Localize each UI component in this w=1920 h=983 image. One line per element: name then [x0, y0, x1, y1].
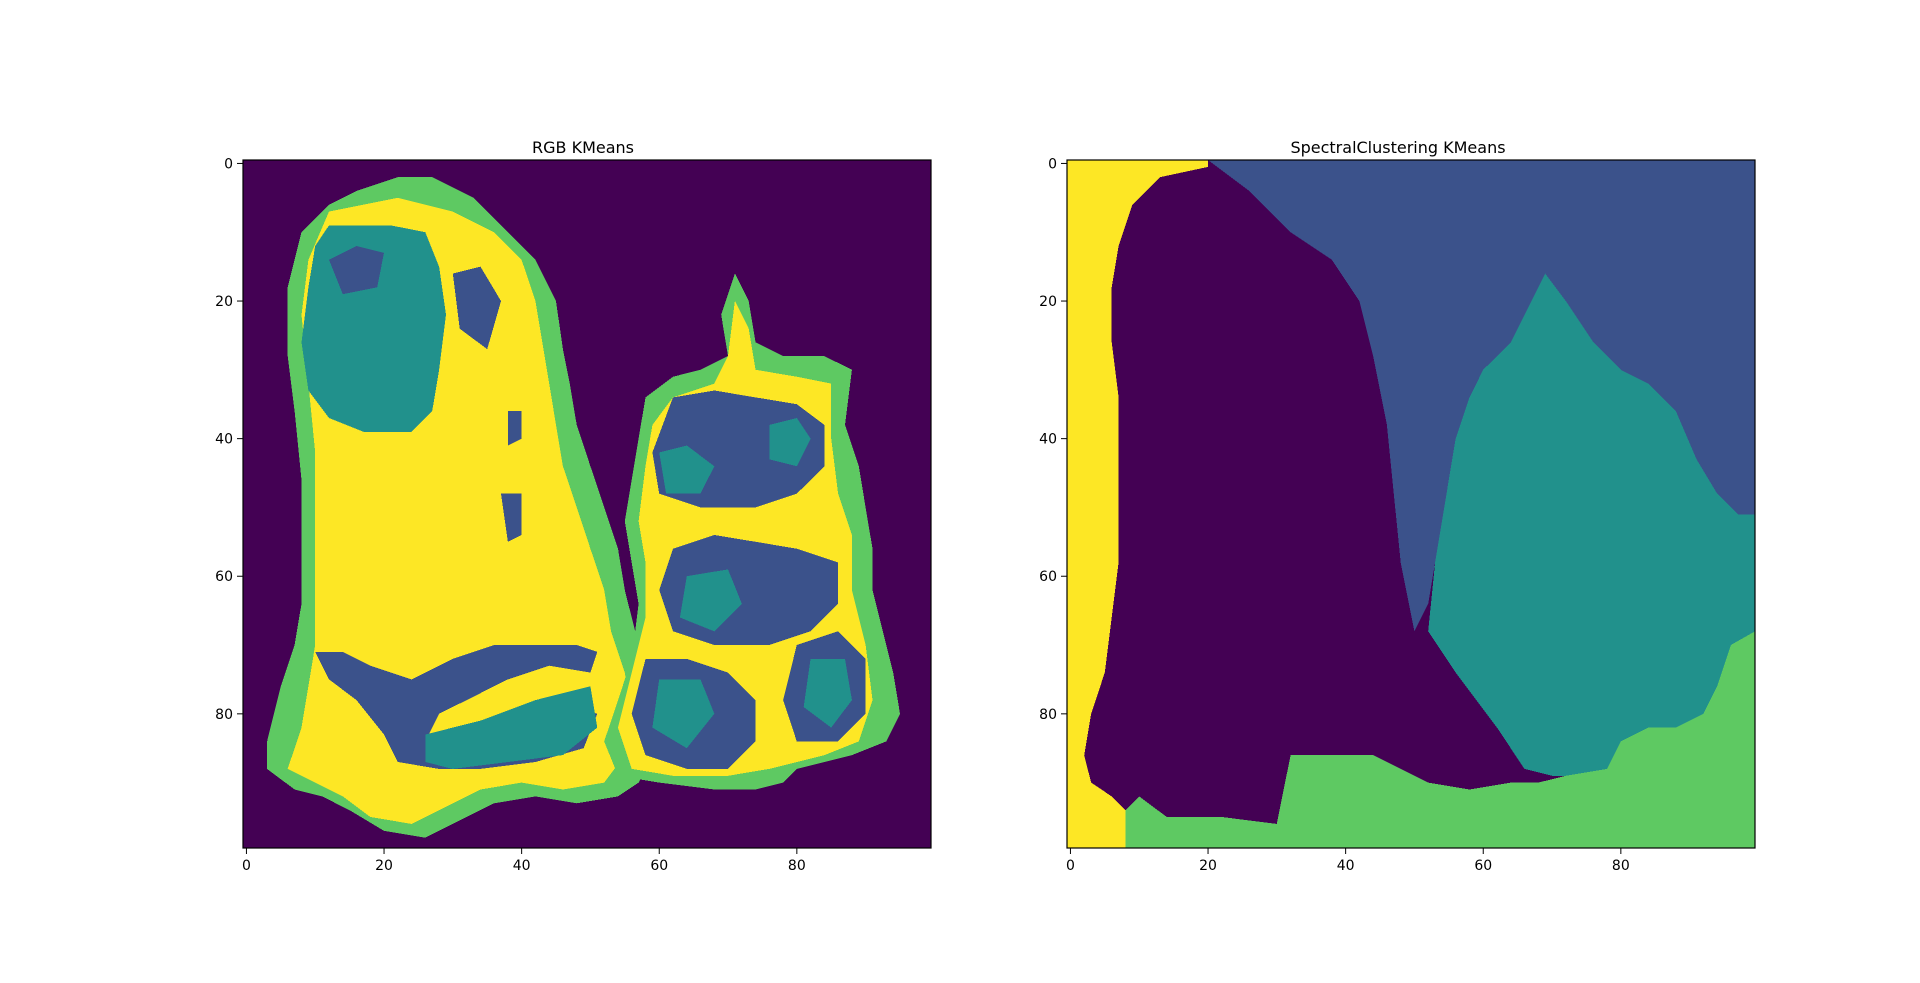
spectral-clustering-cluster-1-region: [1208, 160, 1755, 632]
spectral-clustering-x-tick-label: 0: [1066, 858, 1075, 874]
rgb-kmeans-y-tick-label: 0: [224, 156, 233, 172]
spectral-clustering-axes-frame: [1066, 159, 1756, 849]
rgb-kmeans-x-tick-label: 80: [788, 858, 806, 874]
rgb-kmeans-x-tick-label: 60: [650, 858, 668, 874]
rgb-kmeans-axes: 0 20 40 60 80 0 20 40 60 80: [215, 156, 932, 874]
rgb-kmeans-title: RGB KMeans: [532, 138, 634, 157]
rgb-kmeans-cluster-2-region: [659, 445, 715, 494]
spectral-clustering-title: SpectralClustering KMeans: [1290, 138, 1505, 157]
spectral-clustering-y-tick-label: 80: [1039, 707, 1057, 723]
rgb-kmeans-x-tick-label: 0: [242, 858, 251, 874]
rgb-kmeans-cluster-2-region: [803, 658, 852, 728]
rgb-kmeans-cluster-2-region: [769, 418, 811, 467]
rgb-kmeans-y-tick-label: 60: [215, 569, 233, 585]
spectral-clustering-y-tick-label: 20: [1039, 294, 1057, 310]
spectral-clustering-y-tick-label: 60: [1039, 569, 1057, 585]
spectral-clustering-y-tick-label: 0: [1048, 156, 1057, 172]
spectral-clustering-x-tick-label: 20: [1199, 858, 1217, 874]
rgb-kmeans-cluster-2-region: [652, 679, 715, 749]
spectral-clustering-y-tick-label: 40: [1039, 432, 1057, 448]
spectral-clustering-panel: SpectralClustering KMeans 0 20 40 60 80 0 20 40…: [1039, 138, 1756, 874]
spectral-clustering-cluster-4-region: [1067, 160, 1208, 848]
spectral-clustering-cluster-0-region: [1084, 166, 1525, 824]
spectral-clustering-cluster-2-region: [1428, 273, 1755, 776]
rgb-kmeans-x-tick-label: 20: [375, 858, 393, 874]
rgb-kmeans-x-tick-label: 40: [513, 858, 531, 874]
rgb-kmeans-cluster-1-region: [507, 411, 522, 446]
rgb-kmeans-y-tick-label: 40: [215, 432, 233, 448]
spectral-clustering-cluster-3-region: [1125, 631, 1755, 848]
rgb-kmeans-cluster-1-region: [329, 246, 384, 295]
rgb-kmeans-panel: RGB KMeans 0 20 40 60 80 0 20 40 60 80: [215, 138, 932, 874]
rgb-kmeans-image: [243, 160, 931, 848]
rgb-kmeans-cluster-2-region: [425, 686, 598, 769]
spectral-clustering-axes: 0 20 40 60 80 0 20 40 60 80: [1039, 156, 1756, 874]
spectral-clustering-image: [1067, 160, 1755, 848]
spectral-clustering-x-tick-label: 60: [1474, 858, 1492, 874]
rgb-kmeans-y-tick-label: 80: [215, 707, 233, 723]
rgb-kmeans-cluster-2-region: [679, 569, 742, 632]
rgb-kmeans-axes-frame: [242, 159, 932, 849]
rgb-kmeans-y-tick-label: 20: [215, 294, 233, 310]
rgb-kmeans-cluster-1-region: [452, 266, 501, 350]
spectral-clustering-x-tick-label: 80: [1612, 858, 1630, 874]
spectral-clustering-x-tick-label: 40: [1337, 858, 1355, 874]
rgb-kmeans-cluster-1-region: [501, 493, 522, 542]
